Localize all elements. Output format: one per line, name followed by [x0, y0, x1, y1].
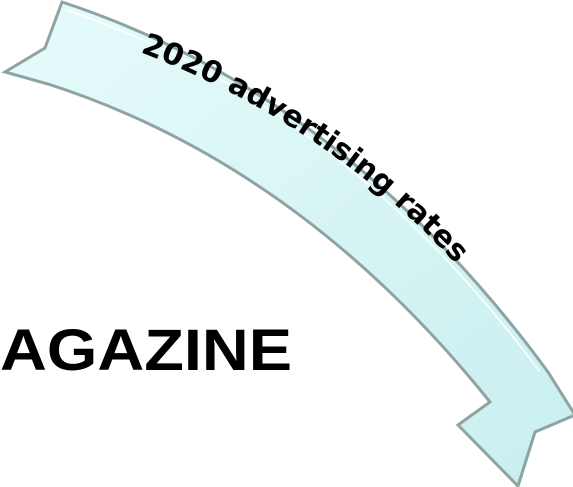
heading: AGAZINE: [0, 318, 292, 383]
ribbon-highlight: [65, 9, 541, 373]
